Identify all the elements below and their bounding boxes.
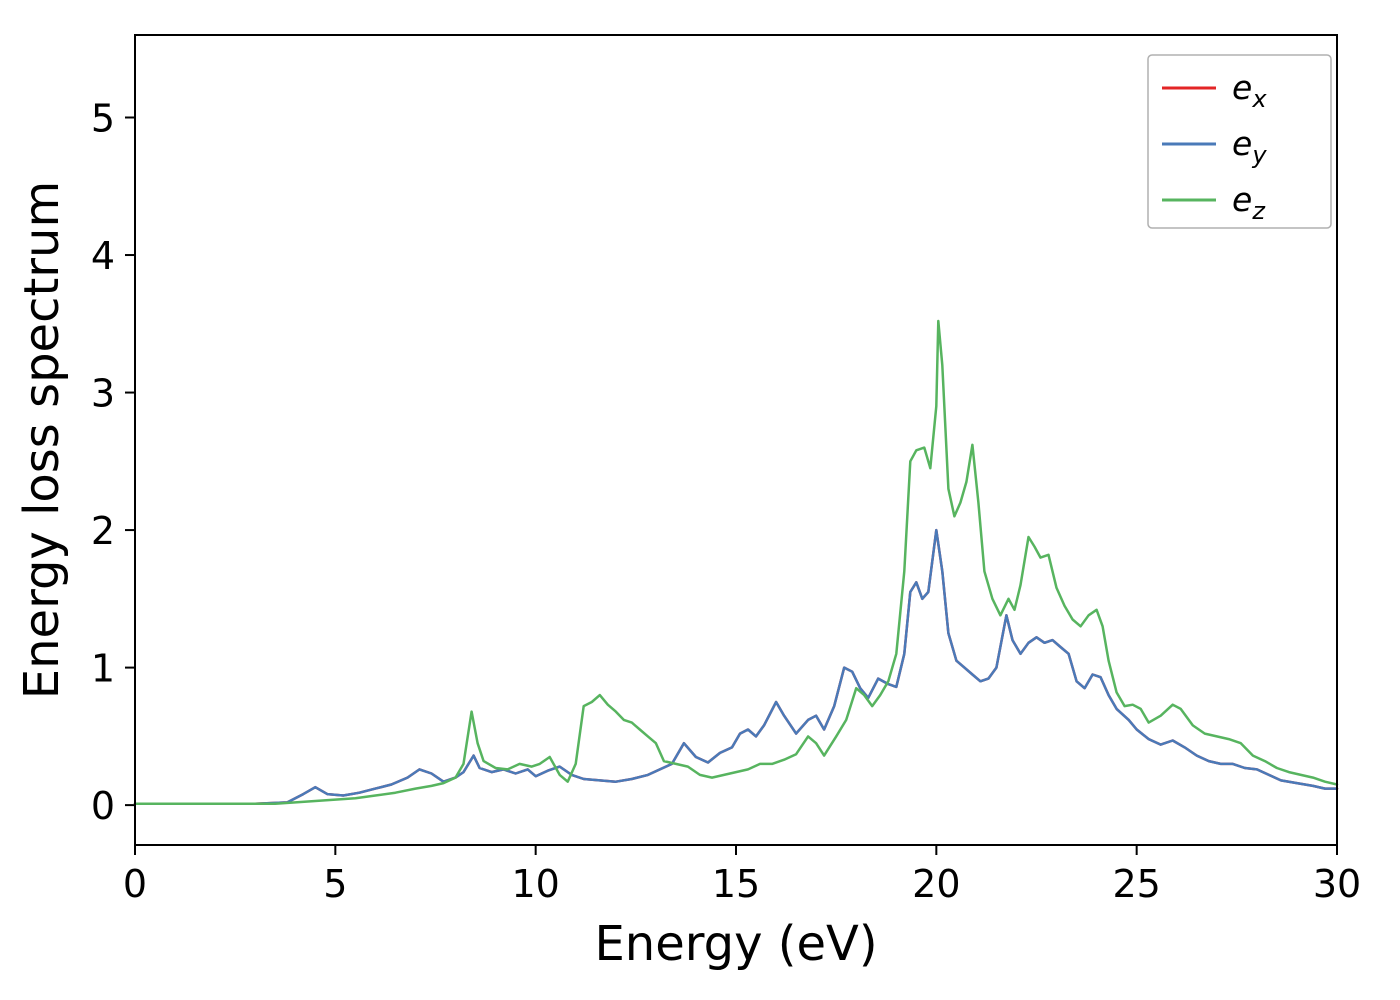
legend: ex ey ez xyxy=(1147,54,1332,229)
plot-frame xyxy=(134,34,1338,846)
legend-label-ez: ez xyxy=(1232,180,1266,225)
y-tick-label: 2 xyxy=(91,509,115,553)
y-tick-label: 4 xyxy=(91,234,115,278)
series-lines xyxy=(133,319,1339,805)
legend-label-ey: ey xyxy=(1232,124,1267,169)
axis-ticks xyxy=(125,116,1338,855)
x-tick-label: 0 xyxy=(123,862,147,906)
series-line-ez xyxy=(133,319,1339,805)
y-axis-label: Energy loss spectrum xyxy=(14,181,70,699)
x-tick-label: 10 xyxy=(511,862,559,906)
series-line-ey xyxy=(133,528,1339,805)
axis-tick-labels: 0 5 10 15 20 25 30 0 1 2 3 4 5 xyxy=(91,97,1361,906)
series-line-ex xyxy=(133,528,1339,805)
legend-frame xyxy=(1147,54,1332,229)
y-tick-label: 0 xyxy=(91,784,115,828)
legend-label-ex: ex xyxy=(1232,68,1267,113)
x-tick-label: 15 xyxy=(712,862,760,906)
x-tick-label: 20 xyxy=(912,862,960,906)
y-tick-label: 3 xyxy=(91,372,115,416)
y-tick-label: 1 xyxy=(91,647,115,691)
x-tick-label: 25 xyxy=(1112,862,1160,906)
x-axis-label: Energy (eV) xyxy=(594,916,877,972)
x-tick-label: 30 xyxy=(1313,862,1361,906)
x-tick-label: 5 xyxy=(323,862,347,906)
y-tick-label: 5 xyxy=(91,97,115,141)
